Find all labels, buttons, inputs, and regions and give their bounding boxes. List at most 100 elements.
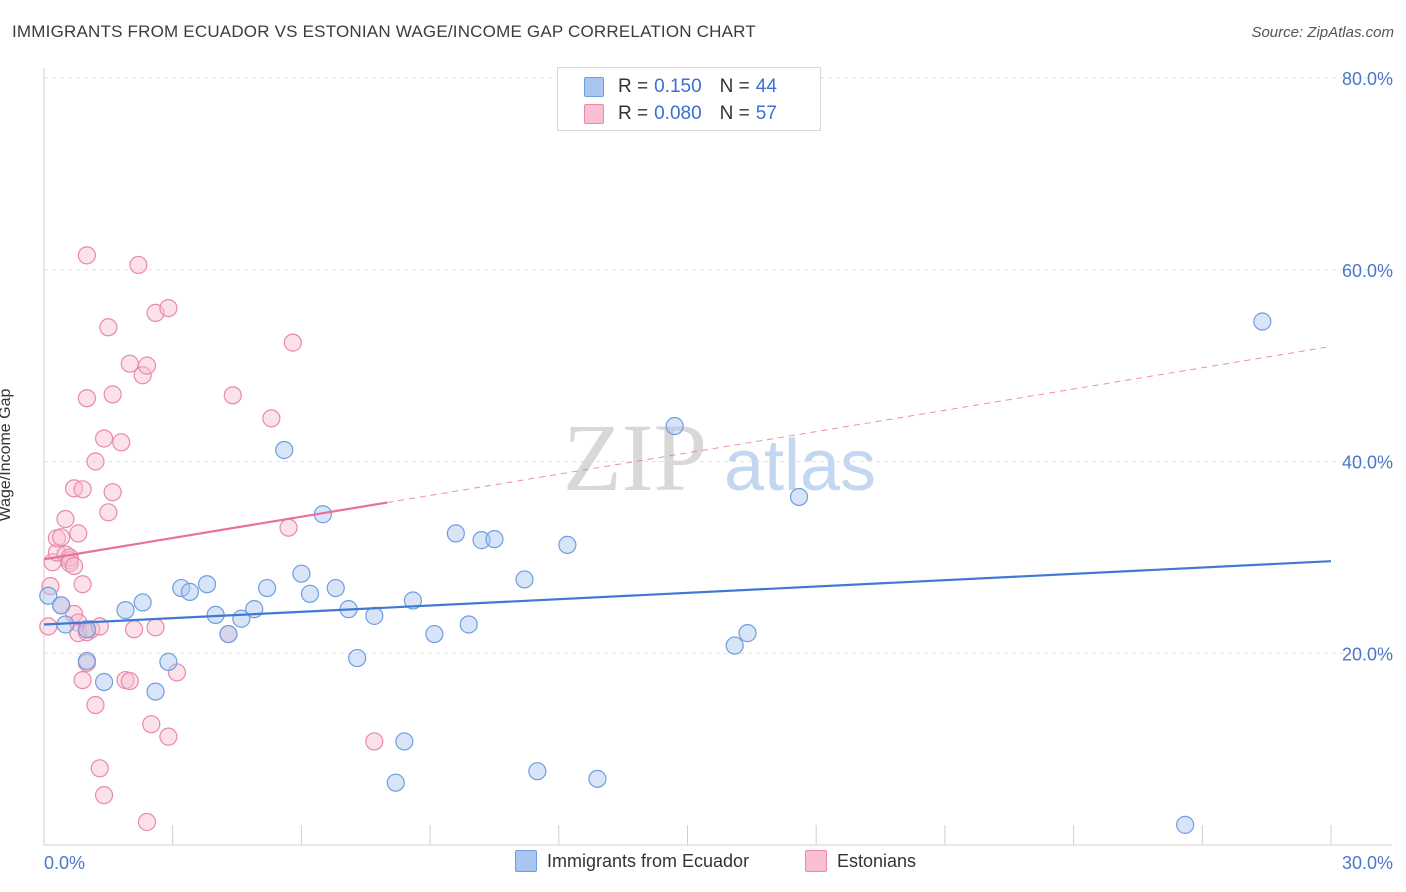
point-estonians (77, 246, 97, 265)
legend-r-label: R = (618, 76, 649, 97)
point-ecuador (446, 524, 465, 543)
point-estonians (223, 386, 242, 405)
point-estonians (99, 503, 118, 522)
point-estonians (283, 333, 302, 352)
point-estonians (94, 786, 114, 805)
watermark: ZIP atlas (563, 404, 876, 511)
point-estonians (137, 356, 157, 375)
point-ecuador (172, 578, 191, 598)
point-estonians (86, 695, 105, 715)
chart-title: IMMIGRANTS FROM ECUADOR VS ESTONIAN WAGE… (12, 22, 756, 41)
point-ecuador (39, 586, 58, 605)
point-ecuador (789, 487, 809, 507)
point-estonians (112, 433, 131, 452)
y-tick-label: 60.0% (1342, 261, 1393, 281)
point-ecuador (725, 636, 744, 655)
point-ecuador (77, 651, 97, 671)
point-ecuador (386, 773, 405, 792)
point-ecuador (52, 596, 71, 615)
point-estonians (73, 670, 92, 690)
trend-line-estonians (43, 501, 388, 561)
point-estonians (52, 528, 71, 547)
point-estonians (77, 389, 97, 408)
point-estonians (103, 483, 122, 502)
point-estonians (103, 385, 122, 404)
legend-swatch-estonians (584, 104, 604, 124)
point-ecuador (1253, 312, 1272, 331)
point-estonians (64, 556, 84, 576)
legend-n-value-estonians: 57 (755, 103, 777, 124)
point-estonians (365, 732, 384, 751)
point-ecuador (1176, 815, 1195, 834)
point-estonians (56, 509, 75, 529)
point-estonians (133, 366, 152, 385)
point-estonians (279, 518, 298, 537)
bottom-legend-label-estonians: Estonians (837, 850, 917, 871)
bottom-legend-estonians: Estonians (805, 850, 916, 872)
point-estonians (159, 727, 178, 746)
point-ecuador (472, 531, 491, 550)
point-ecuador (77, 620, 97, 639)
point-estonians (159, 299, 178, 318)
point-estonians (73, 480, 92, 499)
point-ecuador (219, 624, 238, 644)
legend-swatch-ecuador (584, 77, 604, 97)
point-ecuador (197, 575, 217, 594)
point-ecuador (159, 652, 178, 671)
point-ecuador (528, 762, 547, 781)
point-estonians (39, 617, 58, 636)
legend-r-label: R = (618, 103, 649, 124)
point-ecuador (94, 672, 114, 692)
point-estonians (94, 429, 114, 448)
point-ecuador (146, 682, 165, 701)
point-estonians (69, 524, 88, 543)
point-estonians (120, 671, 139, 691)
point-estonians (146, 618, 165, 637)
stats-legend: R = 0.150 N = 44 R = 0.080 N = 57 (557, 67, 821, 131)
legend-n-label: N = (719, 76, 750, 97)
point-ecuador (180, 582, 199, 601)
legend-row-ecuador: R = 0.150 N = 44 (584, 74, 777, 100)
x-tick-label: 0.0% (44, 853, 85, 873)
point-ecuador (275, 440, 294, 460)
bottom-legend-swatch-estonians (805, 850, 827, 872)
point-ecuador (665, 416, 684, 436)
point-ecuador (292, 564, 311, 583)
legend-row-estonians: R = 0.080 N = 57 (584, 101, 777, 127)
x-tick-label: 30.0% (1342, 853, 1393, 873)
point-estonians (90, 759, 109, 778)
point-estonians (86, 452, 105, 471)
point-estonians (262, 409, 281, 428)
watermark-zip: ZIP (563, 404, 707, 511)
point-ecuador (348, 648, 367, 668)
point-ecuador (485, 530, 504, 549)
trend-line-ecuador (43, 560, 1332, 626)
trend-line-estonians-extension (387, 345, 1332, 504)
point-ecuador (403, 591, 423, 610)
bottom-legend-label-ecuador: Immigrants from Ecuador (547, 850, 750, 871)
point-ecuador (365, 606, 384, 625)
point-ecuador (515, 570, 534, 589)
series-estonians (39, 246, 384, 832)
point-estonians (137, 812, 157, 832)
point-ecuador (459, 615, 478, 634)
point-estonians (99, 318, 118, 337)
legend-r-value-estonians: 0.080 (654, 103, 702, 124)
trend-lines (43, 345, 1332, 626)
point-ecuador (257, 578, 277, 598)
watermark-atlas: atlas (724, 426, 876, 506)
point-ecuador (425, 624, 444, 644)
point-ecuador (588, 769, 607, 788)
point-ecuador (738, 624, 757, 643)
y-tick-label: 80.0% (1342, 69, 1393, 89)
tick-labels: 20.0% 40.0% 60.0% 80.0% 0.0% 30.0% (44, 69, 1393, 873)
source-label: Source: ZipAtlas.com (1251, 24, 1394, 41)
point-ecuador (395, 732, 414, 751)
point-ecuador (300, 584, 320, 603)
point-ecuador (558, 535, 577, 555)
point-estonians (124, 620, 144, 639)
grid-lines (44, 77, 1392, 654)
point-ecuador (326, 578, 345, 598)
point-estonians (73, 575, 92, 594)
